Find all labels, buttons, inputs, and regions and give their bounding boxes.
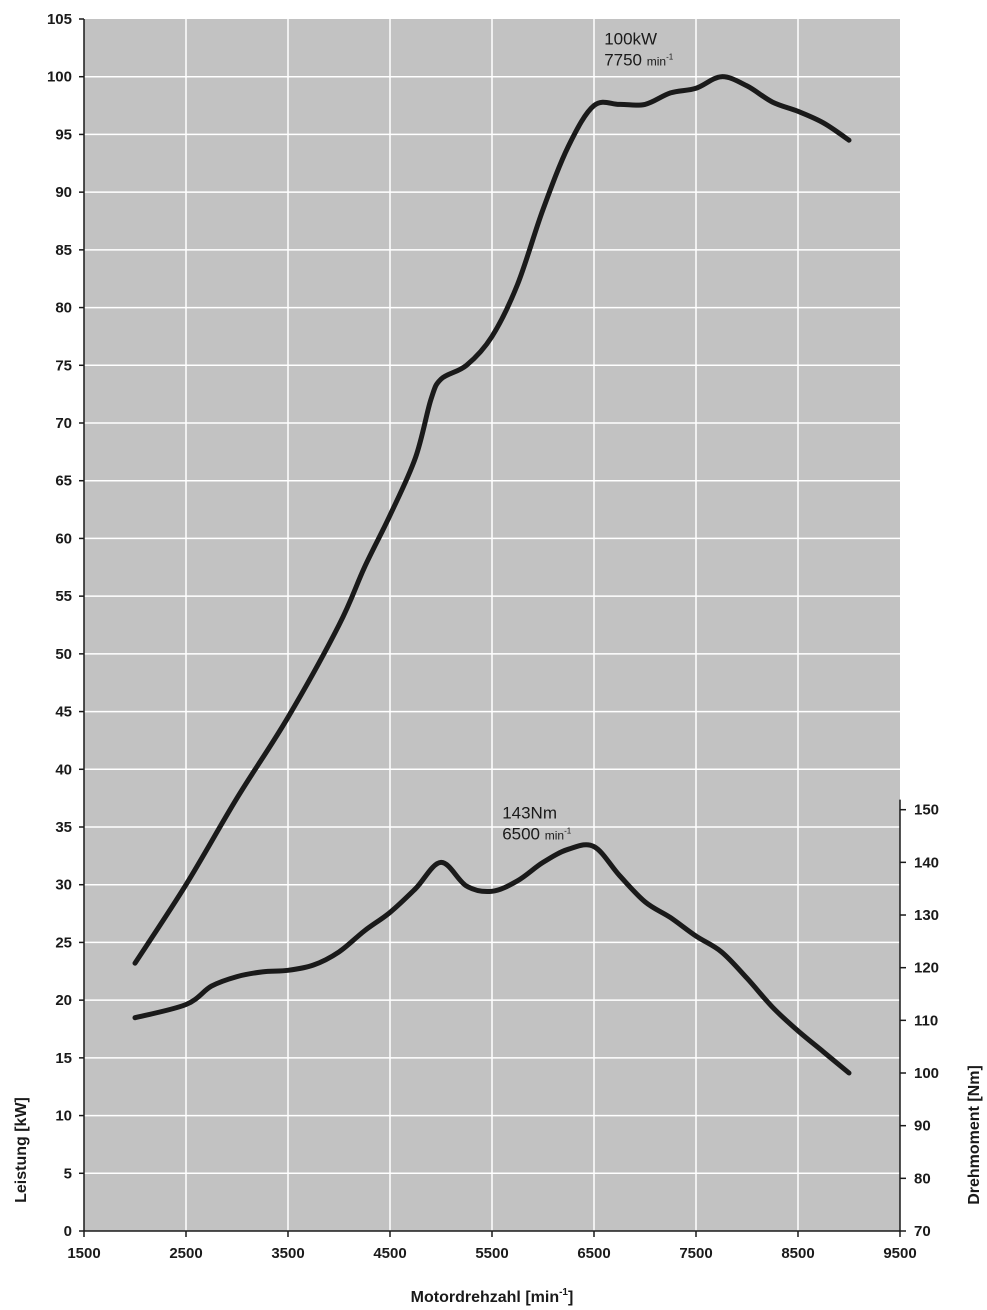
left-y-tick-label: 100 bbox=[47, 69, 72, 86]
torque-peak-annotation-value: 143Nm bbox=[502, 804, 557, 823]
power-peak-annotation-rpm: 7750 min-1 bbox=[604, 50, 674, 69]
torque-peak-annotation-rpm: 6500 min-1 bbox=[502, 825, 572, 844]
left-y-axis-ticks: 0 5 10 15 20 25 30 35 40 45 50 55 60 65 70 75 80 85 90 95 10… bbox=[47, 11, 84, 1240]
left-y-tick-label: 30 bbox=[55, 877, 72, 894]
right-y-tick-label: 140 bbox=[914, 854, 939, 871]
annotations: 100kW 7750 min-1 143Nm 6500 min-1 bbox=[502, 29, 674, 843]
left-y-tick-label: 95 bbox=[55, 126, 72, 143]
x-tick-label: 1500 bbox=[67, 1245, 100, 1262]
left-y-tick-label: 50 bbox=[55, 646, 72, 663]
left-y-tick-label: 90 bbox=[55, 184, 72, 201]
left-y-tick-label: 80 bbox=[55, 300, 72, 317]
series-lines bbox=[132, 74, 852, 1076]
x-tick-label: 2500 bbox=[169, 1245, 202, 1262]
x-axis-ticks: 1500 2500 3500 4500 5500 6500 7500 8500 9500 bbox=[67, 1231, 917, 1262]
power-peak-annotation-value: 100kW bbox=[604, 29, 657, 48]
left-y-tick-label: 35 bbox=[55, 819, 72, 836]
left-y-tick-label: 45 bbox=[55, 704, 72, 721]
left-y-tick-label: 75 bbox=[55, 357, 72, 374]
right-y-axis-label: Drehmoment [Nm] bbox=[966, 1065, 983, 1205]
left-y-tick-label: 15 bbox=[55, 1050, 72, 1067]
right-y-tick-label: 130 bbox=[914, 907, 939, 924]
x-tick-label: 8500 bbox=[781, 1245, 814, 1262]
left-y-tick-label: 20 bbox=[55, 992, 72, 1009]
torque-line bbox=[132, 842, 852, 1076]
left-y-tick-label: 55 bbox=[55, 588, 72, 605]
right-y-tick-label: 120 bbox=[914, 960, 939, 977]
left-y-tick-label: 40 bbox=[55, 761, 72, 778]
right-y-tick-label: 100 bbox=[914, 1065, 939, 1082]
left-y-tick-label: 5 bbox=[64, 1165, 72, 1182]
left-y-tick-label: 0 bbox=[64, 1223, 72, 1240]
right-y-tick-label: 70 bbox=[914, 1223, 931, 1240]
left-y-tick-label: 60 bbox=[55, 530, 72, 547]
x-tick-label: 9500 bbox=[883, 1245, 916, 1262]
x-tick-label: 6500 bbox=[577, 1245, 610, 1262]
right-y-tick-label: 110 bbox=[914, 1012, 938, 1029]
left-y-tick-label: 65 bbox=[55, 473, 72, 490]
power-line bbox=[132, 74, 852, 966]
left-y-tick-label: 25 bbox=[55, 934, 72, 951]
right-y-tick-label: 90 bbox=[914, 1118, 931, 1135]
right-y-tick-label: 150 bbox=[914, 802, 939, 819]
x-tick-label: 3500 bbox=[271, 1245, 304, 1262]
x-tick-label: 5500 bbox=[475, 1245, 508, 1262]
left-y-tick-label: 10 bbox=[55, 1108, 72, 1125]
x-tick-label: 4500 bbox=[373, 1245, 406, 1262]
x-axis-label: Motordrehzahl [min-1] bbox=[411, 1287, 574, 1306]
left-y-tick-label: 85 bbox=[55, 242, 72, 259]
right-y-axis-ticks: 70 80 90 100 110 120 130 140 150 bbox=[900, 802, 939, 1240]
left-y-tick-label: 70 bbox=[55, 415, 72, 432]
right-y-tick-label: 80 bbox=[914, 1170, 931, 1187]
x-tick-label: 7500 bbox=[679, 1245, 712, 1262]
left-y-tick-label: 105 bbox=[47, 11, 72, 28]
left-y-axis-label: Leistung [kW] bbox=[13, 1097, 30, 1203]
